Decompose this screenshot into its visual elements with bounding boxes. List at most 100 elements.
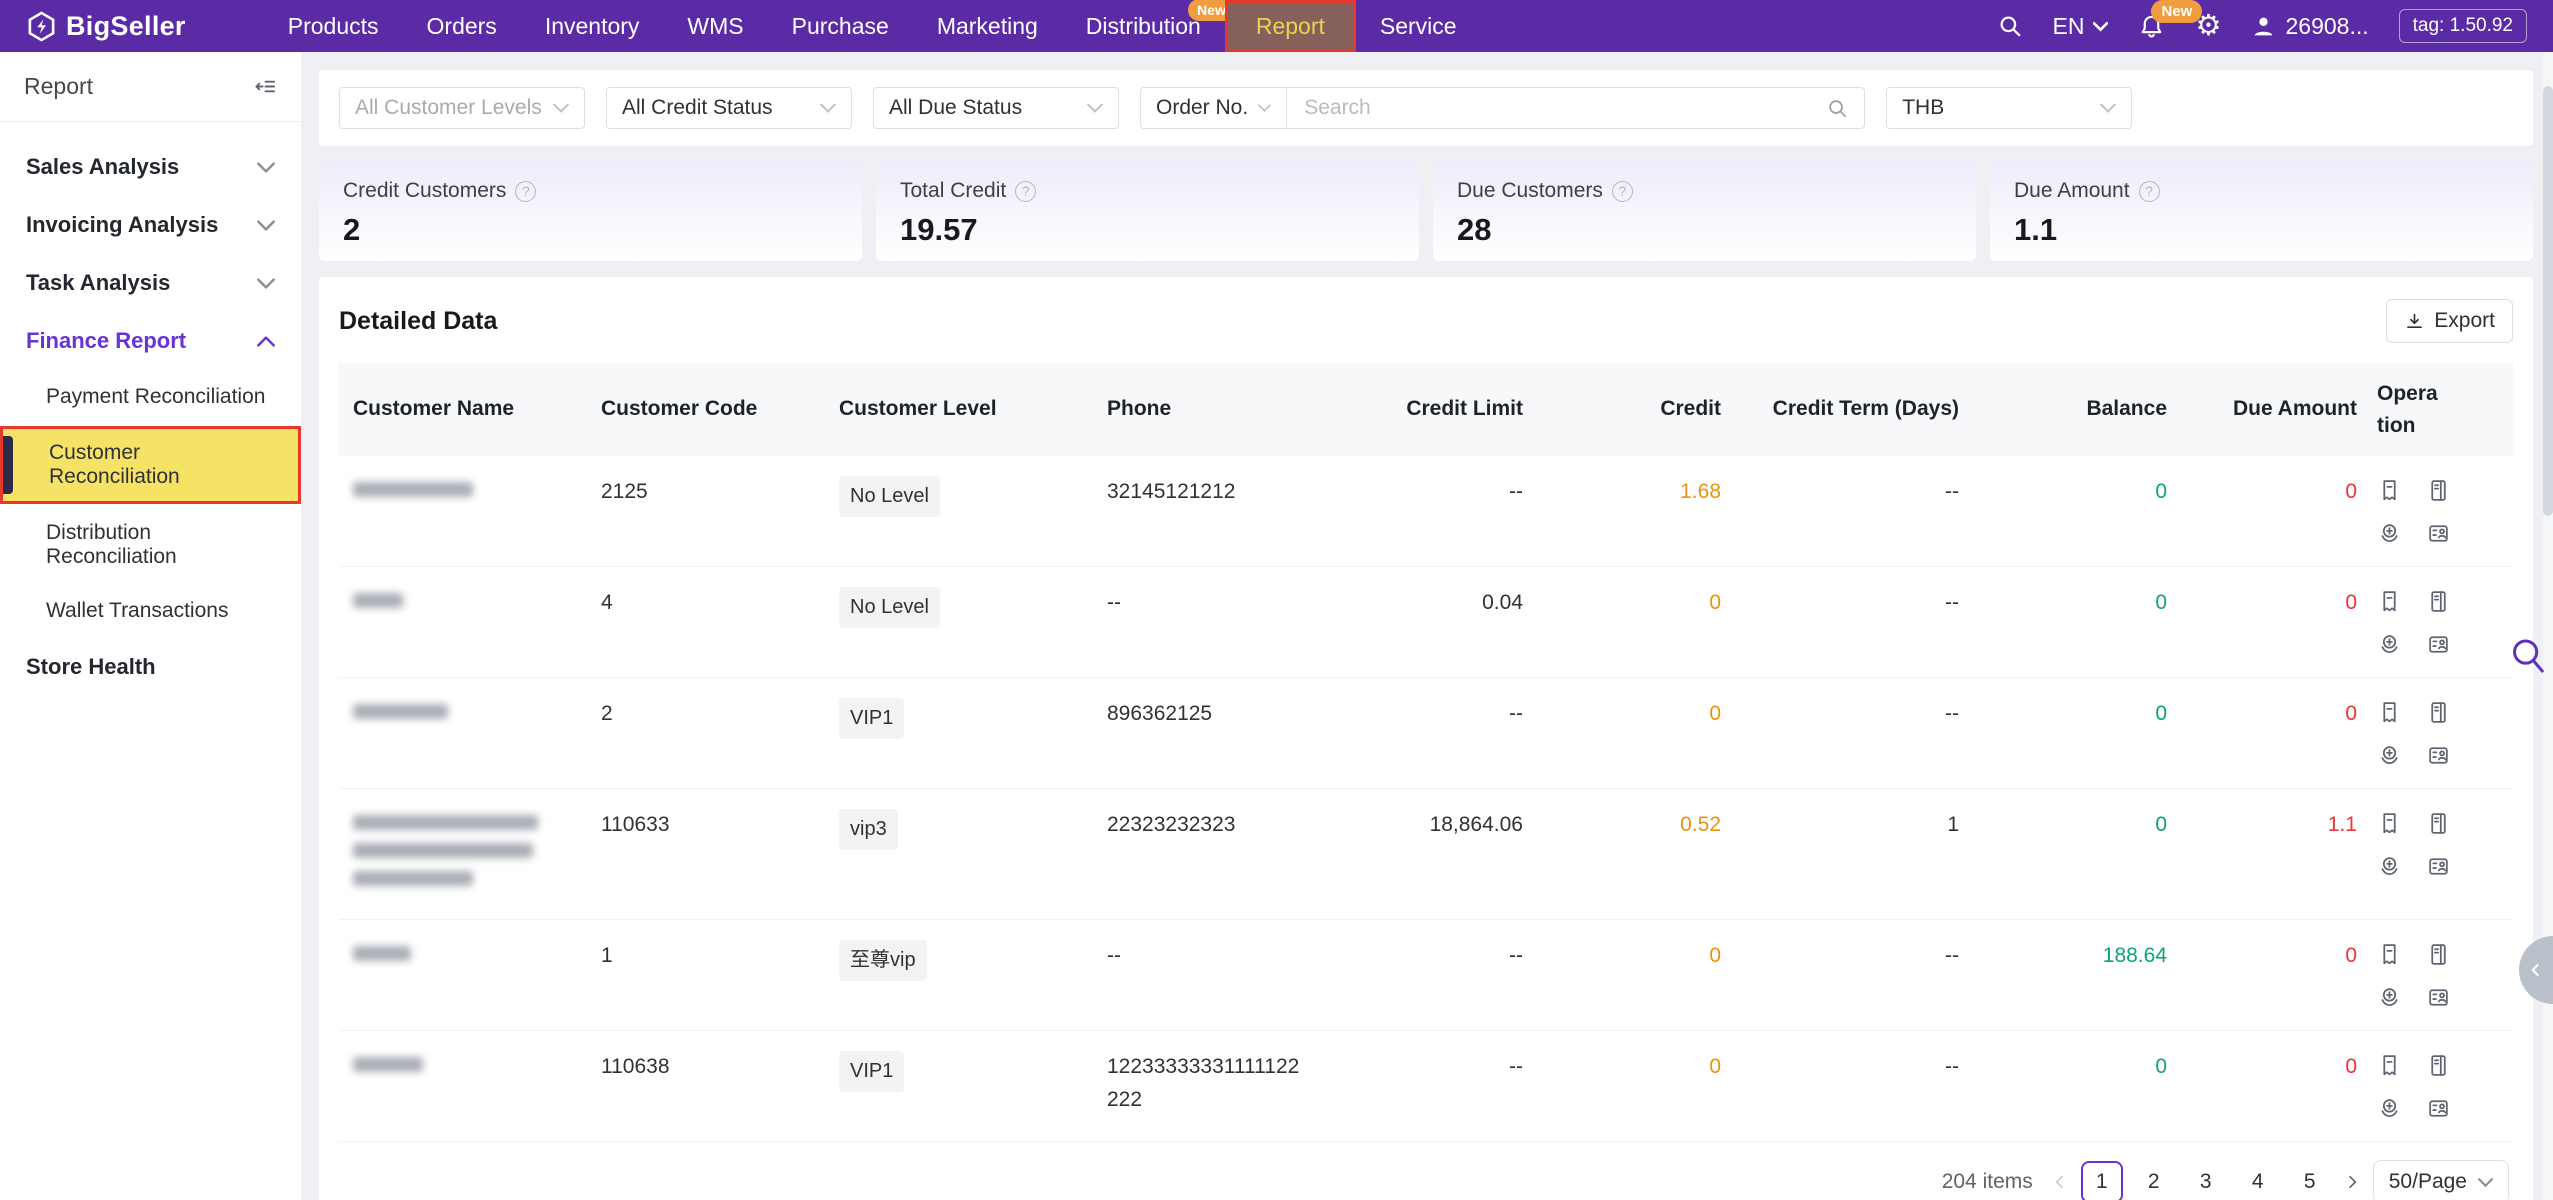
bill-record-icon[interactable]: [2377, 1053, 2404, 1078]
search-icon[interactable]: [1826, 97, 1849, 120]
repayment-icon[interactable]: [2377, 521, 2404, 546]
language-selector[interactable]: EN: [2053, 13, 2109, 40]
contact-card-icon[interactable]: [2426, 521, 2453, 546]
nav-item-purchase[interactable]: Purchase: [768, 0, 913, 52]
nav-item-distribution[interactable]: Distribution New: [1062, 0, 1235, 52]
scrollbar-thumb[interactable]: [2543, 86, 2553, 516]
customer-level-cell: VIP1: [837, 1051, 1105, 1092]
redacted-text-line: [353, 815, 538, 830]
nav-item-products[interactable]: Products: [264, 0, 403, 52]
credit-term-cell: --: [1945, 1055, 1959, 1078]
column-header-customer-name: Customer Name: [353, 397, 515, 421]
sidebar-section-finance-report[interactable]: Finance Report: [0, 312, 301, 370]
nav-item-service[interactable]: Service: [1356, 0, 1481, 52]
brand-name: BigSeller: [66, 10, 186, 41]
sidebar-section-store-health[interactable]: Store Health: [0, 638, 301, 696]
customer-code-cell: 2: [601, 702, 613, 725]
sidebar-item-customer-reconciliation[interactable]: Customer Reconciliation: [0, 426, 301, 504]
nav-item-report[interactable]: Report: [1224, 0, 1356, 52]
bill-record-icon[interactable]: [2377, 942, 2404, 967]
column-header-balance: Balance: [2086, 397, 2167, 421]
currency-value: THB: [1902, 96, 1945, 119]
sidebar-item-label: Payment Reconciliation: [46, 385, 266, 408]
section-title: Detailed Data: [339, 306, 498, 335]
contact-card-icon[interactable]: [2426, 1096, 2453, 1121]
export-label: Export: [2434, 309, 2495, 332]
page-size-select[interactable]: 50/Page: [2372, 1160, 2509, 1200]
nav-item-wms[interactable]: WMS: [663, 0, 767, 52]
balance-cell: 0: [2155, 702, 2167, 725]
pagination-page-2[interactable]: 2: [2147, 1170, 2160, 1193]
repayment-icon[interactable]: [2377, 985, 2404, 1010]
notifications-bell[interactable]: New: [2138, 0, 2203, 40]
customers-table: Customer Name Customer Code Customer Level…: [339, 363, 2513, 1142]
currency-select[interactable]: THB: [1886, 87, 2133, 129]
ledger-icon[interactable]: [2426, 589, 2453, 614]
repayment-icon[interactable]: [2377, 854, 2404, 879]
pagination-page-4[interactable]: 4: [2251, 1170, 2264, 1193]
due-status-select[interactable]: All Due Status: [873, 87, 1119, 129]
help-icon[interactable]: ?: [2138, 180, 2160, 202]
credit-term-cell: --: [1945, 944, 1959, 967]
nav-item-inventory[interactable]: Inventory: [521, 0, 664, 52]
bill-record-icon[interactable]: [2377, 478, 2404, 503]
floating-magnifier-icon[interactable]: [2509, 636, 2547, 681]
pagination-total: 204 items: [1941, 1170, 2033, 1193]
export-button[interactable]: Export: [2386, 299, 2513, 343]
pagination-prev-icon[interactable]: [2052, 1174, 2068, 1190]
stat-label-text: Due Customers: [1457, 179, 1603, 202]
repayment-icon[interactable]: [2377, 743, 2404, 768]
ledger-icon[interactable]: [2426, 478, 2453, 503]
nav-item-orders[interactable]: Orders: [403, 0, 521, 52]
pagination-page-1[interactable]: 1: [2080, 1161, 2123, 1200]
pagination-page-5[interactable]: 5: [2303, 1170, 2316, 1193]
stat-label-text: Credit Customers: [343, 179, 507, 202]
repayment-icon[interactable]: [2377, 632, 2404, 657]
nav-item-label: Products: [287, 12, 379, 39]
credit-limit-cell: 0.04: [1482, 591, 1523, 614]
customer-name-redacted: [339, 940, 599, 974]
pagination-next-icon[interactable]: [2344, 1174, 2360, 1190]
sidebar-section-sales-analysis[interactable]: Sales Analysis: [0, 138, 301, 196]
sidebar-item-distribution-reconciliation[interactable]: Distribution Reconciliation: [0, 506, 301, 584]
nav-item-marketing[interactable]: Marketing: [913, 0, 1062, 52]
ledger-icon[interactable]: [2426, 811, 2453, 836]
bill-record-icon[interactable]: [2377, 700, 2404, 725]
brand-logo[interactable]: BigSeller: [26, 0, 186, 52]
contact-card-icon[interactable]: [2426, 743, 2453, 768]
repayment-icon[interactable]: [2377, 1096, 2404, 1121]
ledger-icon[interactable]: [2426, 1053, 2453, 1078]
stat-card-total-credit: Total Credit? 19.57: [876, 162, 1419, 261]
search-type-select[interactable]: Order No.: [1140, 87, 1288, 129]
sidebar-collapse-icon[interactable]: [254, 75, 277, 98]
search-input[interactable]: [1302, 95, 1827, 121]
help-icon[interactable]: ?: [515, 180, 537, 202]
contact-card-icon[interactable]: [2426, 854, 2453, 879]
contact-card-icon[interactable]: [2426, 632, 2453, 657]
ledger-icon[interactable]: [2426, 700, 2453, 725]
sidebar-section-invoicing-analysis[interactable]: Invoicing Analysis: [0, 196, 301, 254]
bill-record-icon[interactable]: [2377, 811, 2404, 836]
chevron-down-icon: [257, 277, 275, 290]
help-icon[interactable]: ?: [1611, 180, 1633, 202]
credit-cell: 0: [1709, 591, 1721, 614]
account-menu[interactable]: 26908...: [2251, 13, 2369, 40]
table-row: 110633 vip3 22323232323 18,864.06 0.52 1 0 1.1: [339, 789, 2513, 920]
search-icon[interactable]: [1997, 13, 2023, 39]
credit-limit-cell: --: [1509, 702, 1523, 725]
credit-status-select[interactable]: All Credit Status: [606, 87, 852, 129]
help-icon[interactable]: ?: [1015, 180, 1037, 202]
bill-record-icon[interactable]: [2377, 589, 2404, 614]
customer-levels-select[interactable]: All Customer Levels: [339, 87, 585, 129]
column-header-due-amount: Due Amount: [2232, 397, 2357, 421]
nav-item-label: Distribution: [1085, 12, 1201, 39]
pagination-page-3[interactable]: 3: [2199, 1170, 2212, 1193]
redacted-text-line: [353, 843, 533, 858]
sidebar-section-label: Invoicing Analysis: [26, 212, 219, 237]
ledger-icon[interactable]: [2426, 942, 2453, 967]
sidebar-item-payment-reconciliation[interactable]: Payment Reconciliation: [0, 370, 301, 424]
sidebar-section-task-analysis[interactable]: Task Analysis: [0, 254, 301, 312]
sidebar-section-label: Task Analysis: [26, 270, 171, 295]
sidebar-item-wallet-transactions[interactable]: Wallet Transactions: [0, 584, 301, 638]
contact-card-icon[interactable]: [2426, 985, 2453, 1010]
